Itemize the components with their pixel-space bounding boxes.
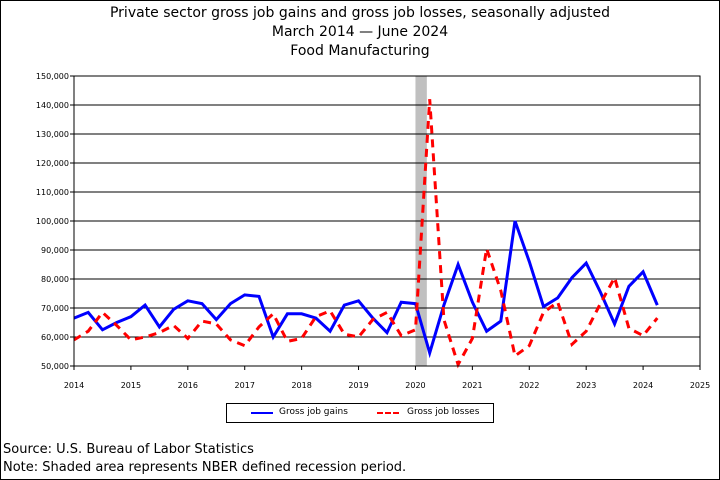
y-tick-labels: 50,000 60,000 70,000 80,000 90,000 100,000 110… [36,72,69,371]
series-line-gross-job-gains [73,220,659,359]
legend-gains-label: Gross job gains [279,407,348,417]
x-tick-label: 2018 [291,381,311,390]
plot-border [73,75,701,367]
recession-note: Note: Shaded area represents NBER define… [3,460,407,475]
x-tick-label: 2021 [462,381,482,390]
y-tick-label: 100,000 [36,217,69,226]
x-tick-label: 2016 [178,381,198,390]
x-tick-label: 2017 [235,381,255,390]
x-tick-label: 2019 [348,381,368,390]
x-tick-label: 2022 [519,381,539,390]
chart-date-range: March 2014 — June 2024 [271,24,449,40]
chart-title: Private sector gross job gains and gross… [109,5,611,21]
y-tick-label: 130,000 [36,130,69,139]
x-tick-label: 2023 [576,381,596,390]
x-tick-label: 2014 [64,381,84,390]
x-tick-label: 2024 [633,381,653,390]
chart-industry: Food Manufacturing [290,43,430,59]
y-tick-label: 110,000 [36,188,69,197]
legend-losses-swatch [377,412,399,414]
legend: Gross job gains Gross job losses [226,403,494,423]
y-tick-label: 90,000 [41,246,69,255]
y-tick-label: 80,000 [41,275,69,284]
source-note: Source: U.S. Bureau of Labor Statistics [3,442,254,457]
x-tick-labels: 2014 2015 2016 2017 2018 2019 2020 2021 2022 2023… [64,381,710,390]
legend-losses-label: Gross job losses [407,407,480,417]
gridlines-layer [74,75,700,367]
chart-title-block: Private sector gross job gains and gross… [0,4,720,61]
series-layer [73,99,659,369]
y-tick-label: 120,000 [36,159,69,168]
legend-gains-swatch [251,412,273,414]
y-tick-label: 150,000 [36,72,69,81]
x-tick-label: 2025 [690,381,710,390]
x-tick-label: 2020 [405,381,425,390]
y-tick-label: 60,000 [41,333,69,342]
x-tick-label: 2015 [121,381,141,390]
axes-layer [70,75,701,370]
y-tick-label: 140,000 [36,101,69,110]
y-tick-label: 70,000 [41,304,69,313]
series-line-gross-job-losses [73,99,659,369]
y-tick-label: 50,000 [41,362,69,371]
